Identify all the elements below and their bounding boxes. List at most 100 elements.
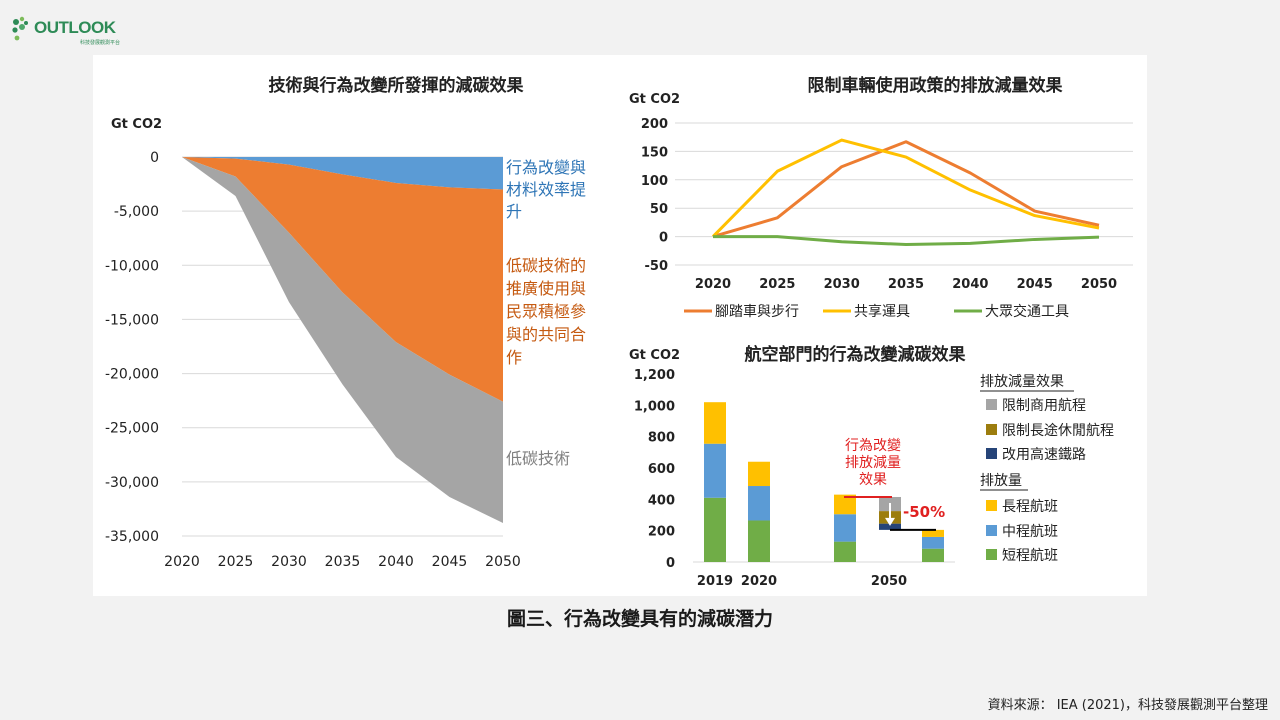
area-x-tick-label: 2020 xyxy=(164,554,200,570)
bar-legend-title-emissions: 排放量 xyxy=(980,473,1022,489)
bar-legend-label: 限制商用航程 xyxy=(1002,398,1086,414)
bar-y-tick-label: 0 xyxy=(666,556,675,571)
logo-subtitle: 科技發展觀測平台 xyxy=(80,40,121,46)
area-label-gray: 低碳技術 xyxy=(506,449,570,468)
line-x-tick-label: 2045 xyxy=(1017,277,1053,292)
bar-y-tick-label: 1,200 xyxy=(634,368,675,383)
bar-medium-haul xyxy=(704,443,726,498)
bar-x-tick-label: 2050 xyxy=(871,574,907,589)
line-legend-label: 大眾交通工具 xyxy=(985,303,1069,320)
bar-legend-title-reduction: 排放減量效果 xyxy=(980,373,1064,390)
area-y-tick-label: -10,000 xyxy=(105,258,159,274)
figure-panel: 技術與行為改變所發揮的減碳效果 Gt CO2 0 -5,000 -10,000 -15,0… xyxy=(93,55,1147,596)
source-note: 資料來源： IEA (2021)，科技發展觀測平台整理 xyxy=(987,698,1268,713)
bar-medium-haul xyxy=(748,486,770,521)
bar-legend-label: 短程航班 xyxy=(1002,548,1058,564)
area-x-tick-label: 2045 xyxy=(432,554,468,570)
bar-long-haul xyxy=(704,402,726,444)
bar-chart-title: 航空部門的行為改變減碳效果 xyxy=(745,344,966,365)
area-label-orange: 民眾積極參 xyxy=(506,302,586,321)
area-y-tick-label: -25,000 xyxy=(105,421,159,437)
bar-short-haul xyxy=(834,541,856,562)
area-label-orange: 推廣使用與 xyxy=(506,279,586,298)
area-y-tick-label: -30,000 xyxy=(105,475,159,491)
bar-y-tick-label: 1,000 xyxy=(634,399,675,414)
down-arrow-icon xyxy=(885,517,895,526)
bar-long-haul xyxy=(922,529,944,537)
bar-legend-swatch xyxy=(986,549,997,560)
area-label-orange: 作 xyxy=(506,348,522,367)
bar-medium-haul xyxy=(922,536,944,549)
area-y-tick-label: -15,000 xyxy=(105,312,159,328)
logo-wordmark: OUTLOOK xyxy=(34,18,116,37)
line-legend-label: 共享運具 xyxy=(854,303,910,320)
area-label-blue: 行為改變與 xyxy=(506,158,586,177)
bar-switch-to-rail xyxy=(879,523,901,530)
bar-annotation-text: 排放減量 xyxy=(845,454,901,471)
bar-short-haul xyxy=(704,497,726,562)
bar-x-tick-label: 2020 xyxy=(741,574,777,589)
area-x-tick-label: 2040 xyxy=(378,554,414,570)
bar-chart-ylabel: Gt CO2 xyxy=(629,348,680,363)
line-x-tick-label: 2035 xyxy=(888,277,924,292)
bar-long-haul xyxy=(834,494,856,515)
bar-y-tick-label: 800 xyxy=(648,431,675,446)
bar-short-haul xyxy=(922,548,944,562)
area-y-tick-label: -35,000 xyxy=(105,529,159,545)
line-bicycle-walking xyxy=(712,140,1100,239)
line-x-tick-label: 2050 xyxy=(1081,277,1117,292)
area-chart-title: 技術與行為改變所發揮的減碳效果 xyxy=(269,75,524,96)
bar-y-tick-label: 400 xyxy=(648,493,675,508)
bar-percent-label: -50% xyxy=(903,503,945,521)
bar-legend-swatch xyxy=(986,448,997,459)
bar-medium-haul xyxy=(834,514,856,542)
area-y-tick-label: 0 xyxy=(150,150,159,166)
line-y-tick-label: 100 xyxy=(641,174,668,189)
bar-y-tick-label: 600 xyxy=(648,462,675,477)
area-chart-ylabel: Gt CO2 xyxy=(111,117,162,132)
area-y-tick-label: -20,000 xyxy=(105,367,159,383)
area-lowcarbon-with-public xyxy=(182,157,503,402)
area-behavior-material xyxy=(182,157,503,190)
line-y-tick-label: -50 xyxy=(645,259,669,274)
bar-y-tick-label: 200 xyxy=(648,525,675,540)
area-label-orange: 低碳技術的 xyxy=(506,256,586,275)
line-x-tick-label: 2040 xyxy=(952,277,988,292)
line-x-tick-label: 2020 xyxy=(695,277,731,292)
bar-annotation-text: 效果 xyxy=(859,472,887,488)
bar-x-tick-label: 2019 xyxy=(697,574,733,589)
bar-legend-label: 限制長途休閒航程 xyxy=(1002,422,1114,439)
area-x-tick-label: 2030 xyxy=(271,554,307,570)
area-lowcarbon-tech xyxy=(182,157,503,524)
figure-caption: 圖三、行為改變具有的減碳潛力 xyxy=(506,608,773,630)
area-label-orange: 與的共同合 xyxy=(506,325,586,344)
bar-legend-swatch xyxy=(986,399,997,410)
bar-legend-label: 改用高速鐵路 xyxy=(1002,446,1086,463)
line-shared-mobility xyxy=(711,138,1100,238)
bar-legend-label: 中程航班 xyxy=(1002,524,1058,540)
line-y-tick-label: 50 xyxy=(650,202,668,217)
bar-legend-label: 長程航班 xyxy=(1002,499,1058,515)
figure-svg: 技術與行為改變所發揮的減碳效果 Gt CO2 0 -5,000 -10,000 -15,0… xyxy=(105,75,1133,589)
line-chart-ylabel: Gt CO2 xyxy=(629,92,680,107)
line-x-tick-label: 2025 xyxy=(759,277,795,292)
line-legend-label: 腳踏車與步行 xyxy=(715,303,799,320)
leaf-dots-icon xyxy=(12,16,28,41)
area-x-tick-label: 2025 xyxy=(218,554,254,570)
area-x-tick-label: 2050 xyxy=(485,554,521,570)
line-y-tick-label: 150 xyxy=(641,145,668,160)
outlook-logo: OUTLOOK 科技發展觀測平台 xyxy=(10,8,120,48)
bar-legend-swatch xyxy=(986,525,997,536)
line-public-transport xyxy=(713,235,1100,247)
bar-legend-swatch xyxy=(986,500,997,511)
line-x-tick-label: 2030 xyxy=(824,277,860,292)
line-y-tick-label: 0 xyxy=(659,231,668,246)
bar-annotation-text: 行為改變 xyxy=(845,438,901,454)
area-label-blue: 材料效率提 xyxy=(506,180,586,199)
bar-legend-swatch xyxy=(986,424,997,435)
bar-long-haul xyxy=(748,461,770,487)
line-chart-title: 限制車輛使用政策的排放減量效果 xyxy=(808,75,1063,96)
bar-short-haul xyxy=(748,520,770,562)
line-y-tick-label: 200 xyxy=(641,117,668,132)
area-x-tick-label: 2035 xyxy=(325,554,361,570)
